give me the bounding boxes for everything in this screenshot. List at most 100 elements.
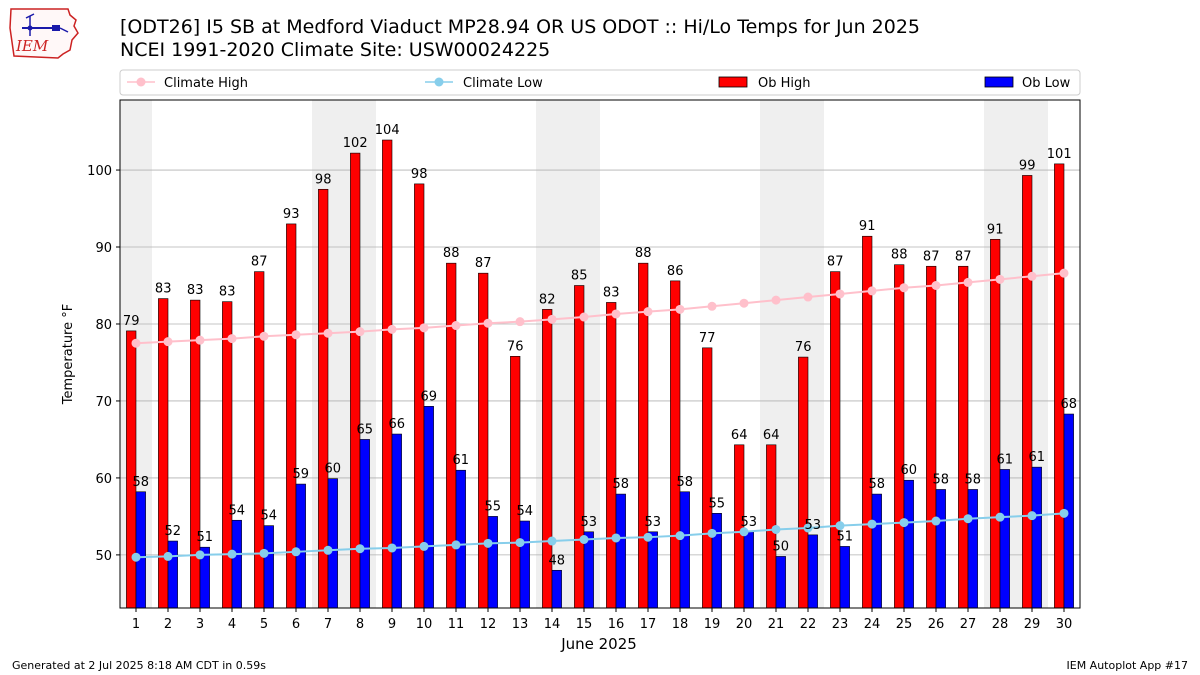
- point-climate-low-22: [803, 523, 813, 533]
- bar-ob-high-7: [318, 188, 329, 609]
- bar-ob-high-30: [1054, 163, 1065, 609]
- data-label-ob-high-13: 76: [507, 339, 524, 354]
- point-climate-high-12: [483, 318, 493, 328]
- generated-timestamp: Generated at 2 Jul 2025 8:18 AM CDT in 0…: [12, 659, 266, 672]
- data-label-ob-low-24: 58: [869, 477, 886, 492]
- bar-ob-low-25: [903, 479, 914, 609]
- legend-item-climate-high: Climate High: [127, 76, 248, 91]
- point-climate-low-28: [995, 512, 1005, 522]
- x-tick-label-1: 1: [132, 617, 140, 632]
- bar-ob-low-18: [679, 491, 690, 609]
- point-climate-high-21: [771, 295, 781, 305]
- bar-labels-layer: 79 83 83 83 87 93 98 102 104 98 88 87 76 82 85 83 88 86 77…: [123, 123, 1077, 568]
- bar-ob-high-26: [926, 265, 937, 609]
- data-label-ob-high-26: 87: [923, 249, 940, 264]
- x-tick-label-16: 16: [608, 617, 625, 632]
- y-tick-label-60: 60: [95, 472, 112, 487]
- bar-ob-low-29: [1031, 466, 1042, 609]
- point-climate-high-23: [835, 289, 845, 299]
- bar-ob-low-8: [359, 439, 370, 609]
- x-tick-label-29: 29: [1024, 617, 1041, 632]
- x-tick-label-18: 18: [672, 617, 689, 632]
- bars-layer: [126, 139, 1074, 609]
- point-climate-high-9: [387, 324, 397, 334]
- x-tick-label-28: 28: [992, 617, 1009, 632]
- y-tick-label-100: 100: [87, 164, 112, 179]
- point-climate-high-10: [419, 323, 429, 333]
- data-label-ob-low-13: 54: [517, 504, 534, 519]
- data-label-ob-low-30: 68: [1061, 397, 1078, 412]
- point-climate-high-11: [451, 321, 461, 331]
- bar-ob-low-11: [455, 469, 466, 609]
- point-climate-low-30: [1059, 508, 1069, 518]
- data-label-ob-high-29: 99: [1019, 158, 1036, 173]
- x-axis-ticks: 1 2 3 4 5 6 7 8 9 10 11 12 13 14 15 16 17 18 19 20 21 22 23 24 2…: [132, 608, 1072, 632]
- bar-ob-low-20: [743, 531, 754, 609]
- chart-title-line2: NCEI 1991-2020 Climate Site: USW00024225: [120, 39, 551, 61]
- svg-text:Climate High: Climate High: [164, 76, 248, 91]
- data-label-ob-low-27: 58: [965, 472, 982, 487]
- x-tick-label-19: 19: [704, 617, 721, 632]
- point-climate-high-6: [291, 330, 301, 340]
- bar-ob-low-21: [775, 556, 786, 609]
- data-label-ob-low-11: 61: [453, 453, 470, 468]
- data-label-ob-high-27: 87: [955, 249, 972, 264]
- bar-ob-low-22: [807, 534, 818, 609]
- data-label-ob-high-30: 101: [1047, 147, 1072, 162]
- point-climate-low-23: [835, 521, 845, 531]
- data-label-ob-low-23: 51: [837, 529, 854, 544]
- bar-ob-low-10: [423, 406, 434, 609]
- point-climate-low-29: [1027, 511, 1037, 521]
- point-climate-high-3: [195, 335, 205, 345]
- point-climate-high-2: [163, 337, 173, 347]
- bar-ob-high-23: [830, 271, 841, 609]
- point-climate-low-13: [515, 538, 525, 548]
- x-tick-label-6: 6: [292, 617, 300, 632]
- data-label-ob-high-6: 93: [283, 207, 300, 222]
- bar-ob-low-23: [839, 546, 850, 609]
- bar-ob-low-27: [967, 489, 978, 609]
- bar-ob-low-5: [263, 525, 274, 609]
- plot-frame: [119, 99, 1081, 609]
- app-credit: IEM Autoplot App #17: [1066, 659, 1189, 672]
- bar-ob-high-19: [702, 347, 713, 609]
- y-tick-label-50: 50: [95, 549, 112, 564]
- bar-ob-high-16: [606, 302, 617, 609]
- y-tick-label-70: 70: [95, 395, 112, 410]
- bar-ob-low-4: [231, 519, 242, 609]
- point-climate-low-7: [323, 545, 333, 555]
- data-label-ob-high-4: 83: [219, 285, 236, 300]
- bar-ob-low-26: [935, 489, 946, 609]
- bar-ob-high-3: [190, 299, 201, 609]
- data-label-ob-low-5: 54: [261, 509, 278, 524]
- data-label-ob-high-11: 88: [443, 246, 460, 261]
- y-axis-label: Temperature °F: [61, 304, 76, 405]
- data-label-ob-high-25: 88: [891, 248, 908, 263]
- point-climate-high-7: [323, 328, 333, 338]
- point-climate-high-4: [227, 334, 237, 344]
- data-label-ob-low-4: 54: [229, 503, 246, 518]
- iem-logo: IEM: [8, 6, 80, 60]
- point-climate-high-26: [931, 280, 941, 290]
- legend-frame: [119, 69, 1081, 96]
- x-tick-label-30: 30: [1056, 617, 1073, 632]
- data-label-ob-high-17: 88: [635, 246, 652, 261]
- bar-ob-high-11: [446, 262, 457, 609]
- x-tick-label-21: 21: [768, 617, 785, 632]
- data-label-ob-high-5: 87: [251, 255, 268, 270]
- data-label-ob-low-16: 58: [613, 477, 630, 492]
- data-label-ob-high-2: 83: [155, 282, 172, 297]
- point-climate-low-16: [611, 533, 621, 543]
- data-label-ob-low-26: 58: [933, 472, 950, 487]
- data-label-ob-low-25: 60: [901, 463, 918, 478]
- point-climate-high-29: [1027, 271, 1037, 281]
- bar-ob-high-9: [382, 139, 393, 609]
- point-climate-low-1: [131, 552, 141, 562]
- bar-ob-high-1: [126, 330, 137, 609]
- data-label-ob-high-19: 77: [699, 331, 716, 346]
- point-climate-low-5: [259, 548, 269, 558]
- data-label-ob-high-28: 91: [987, 222, 1004, 237]
- bar-ob-low-14: [551, 569, 562, 609]
- x-tick-label-8: 8: [356, 617, 364, 632]
- bar-ob-low-7: [327, 478, 338, 609]
